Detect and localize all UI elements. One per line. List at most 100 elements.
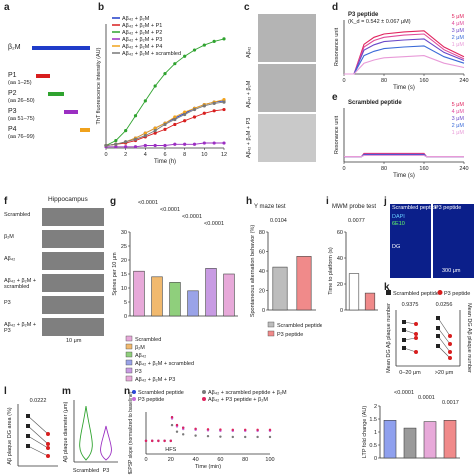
data-point <box>175 430 179 433</box>
chart-i: 0 20 40 60 Time to platform (s) MWM probe tes… <box>328 204 378 314</box>
data-point <box>194 434 197 437</box>
data-point <box>268 435 272 439</box>
y-tick-label: 80 <box>259 230 265 236</box>
legend-swatch <box>125 375 133 382</box>
chart-title: Scrambled peptide <box>348 100 402 106</box>
series-line <box>344 55 465 75</box>
data-point <box>153 129 157 133</box>
data-point <box>202 43 206 47</box>
pair-line <box>27 425 49 445</box>
y-axis-label: ThT fluorescence intensity (AU) <box>96 47 102 124</box>
column-header: Scrambled peptide <box>392 205 438 211</box>
data-point <box>46 442 50 446</box>
chart-b: 0 2 4 6 8 10 12 Time (h) ThT fluorescence intens… <box>96 16 227 165</box>
data-point <box>183 110 187 114</box>
data-point <box>414 332 418 336</box>
y-tick-label: 60 <box>259 250 265 256</box>
x-tick-label: 20 <box>168 457 174 463</box>
legend-label: Aβ₄₂ + β₂M + P1 <box>122 23 162 29</box>
dendrite-image <box>42 318 104 336</box>
data-point <box>26 424 30 428</box>
data-point <box>170 423 174 427</box>
y-tick-label: 40 <box>337 256 343 262</box>
chart-subtitle: (K_d = 0.542 ± 0.067 μM) <box>348 19 411 25</box>
data-point <box>256 428 259 432</box>
dendrite-image <box>42 208 104 226</box>
pair-line <box>27 415 49 435</box>
panel-label-n: n <box>124 386 131 397</box>
y-axis-label: Spontaneous alternation behavior (%) <box>250 225 256 318</box>
data-point <box>212 101 216 105</box>
data-point <box>183 119 187 123</box>
data-point <box>114 142 118 146</box>
legend-label: P3 peptide <box>138 397 164 403</box>
bar <box>151 276 163 317</box>
panel-a: β₂M P1 (aa 1–25) P2 (aa 26–50) P3 (aa 51–75) P4… <box>8 40 90 140</box>
x-tick-label: 6 <box>163 152 166 158</box>
x-tick-label: 2 <box>124 152 127 158</box>
scale-bar-label: 300 μm <box>442 268 461 274</box>
data-point <box>114 138 118 143</box>
stain-label: DAPI <box>392 214 405 220</box>
data-point <box>402 328 406 332</box>
chart-l: Aβ plaque DG area (%) 0.0222 <box>7 398 58 467</box>
data-point <box>163 143 167 148</box>
panel-label-b: b <box>98 2 105 13</box>
y-axis-label: Spines per 10 μm <box>112 252 118 296</box>
data-point <box>182 433 185 436</box>
data-point <box>192 115 197 119</box>
data-point <box>143 99 147 103</box>
peptide-bar <box>32 46 90 50</box>
dendrite-image <box>42 296 104 314</box>
fluorescence-image <box>390 204 431 278</box>
row-label: Aβ₄₂ + β₂M <box>246 80 252 108</box>
y-axis-label: Aβ plaque DG area (%) <box>7 407 13 464</box>
data-point <box>219 435 222 438</box>
legend-label: Scrambled peptide <box>393 291 439 297</box>
data-point <box>402 346 406 350</box>
y-tick-label: 2 <box>374 404 377 410</box>
chart-d: 0 80 160 240 Time (s) Resonance unit P3 peptid… <box>334 12 469 91</box>
data-point <box>133 137 138 141</box>
data-point <box>231 428 234 432</box>
peptide-label: P4 <box>8 126 17 133</box>
data-point <box>163 439 166 443</box>
legend-label: 5 μM <box>452 14 465 20</box>
y-tick-label: 30 <box>121 230 127 236</box>
series-line <box>344 38 465 75</box>
data-point <box>133 145 138 149</box>
legend-label: P3 peptide <box>277 332 303 338</box>
panel-label-d: d <box>332 2 339 13</box>
data-point <box>222 98 226 102</box>
panel-label-g: g <box>110 196 117 207</box>
panel-label-c: c <box>244 2 250 13</box>
peptide-range: (aa 51–75) <box>8 116 35 122</box>
panel-label-e: e <box>332 92 338 103</box>
legend-label: Aβ₄₂ + P3 peptide + β₂M <box>208 397 268 403</box>
legend-label: Aβ₄₂ + β₂M + P3 <box>122 37 162 43</box>
column-header: P3 peptide <box>435 205 462 211</box>
p-value: 0.0104 <box>270 218 287 224</box>
data-point <box>268 428 272 432</box>
data-point <box>163 122 167 127</box>
data-point <box>231 435 234 439</box>
x-tick-label: 0 <box>104 152 107 158</box>
x-tick-label: 240 <box>459 78 468 84</box>
data-point <box>202 141 206 145</box>
data-point <box>175 423 179 427</box>
legend-label: 1 μM <box>452 130 465 136</box>
bar <box>383 419 397 459</box>
data-point <box>124 140 128 144</box>
legend-swatch <box>386 290 391 295</box>
x-tick-label: 80 <box>242 457 248 463</box>
chart-n: Scrambled peptide Aβ₄₂ + scrambled peptid… <box>128 390 287 474</box>
chart-n2: 0 0.5 1 1.5 2 LTP fold change (AU) <0.0001 0.00… <box>362 390 460 462</box>
data-point <box>153 143 157 148</box>
data-point <box>436 344 440 348</box>
legend-label: 4 μM <box>452 21 465 27</box>
data-point <box>402 338 406 342</box>
bar <box>348 273 360 311</box>
bar <box>364 292 376 311</box>
legend-label: Aβ₄₂ + β₂M + scrambled <box>135 361 194 367</box>
legend-swatch <box>202 390 206 394</box>
